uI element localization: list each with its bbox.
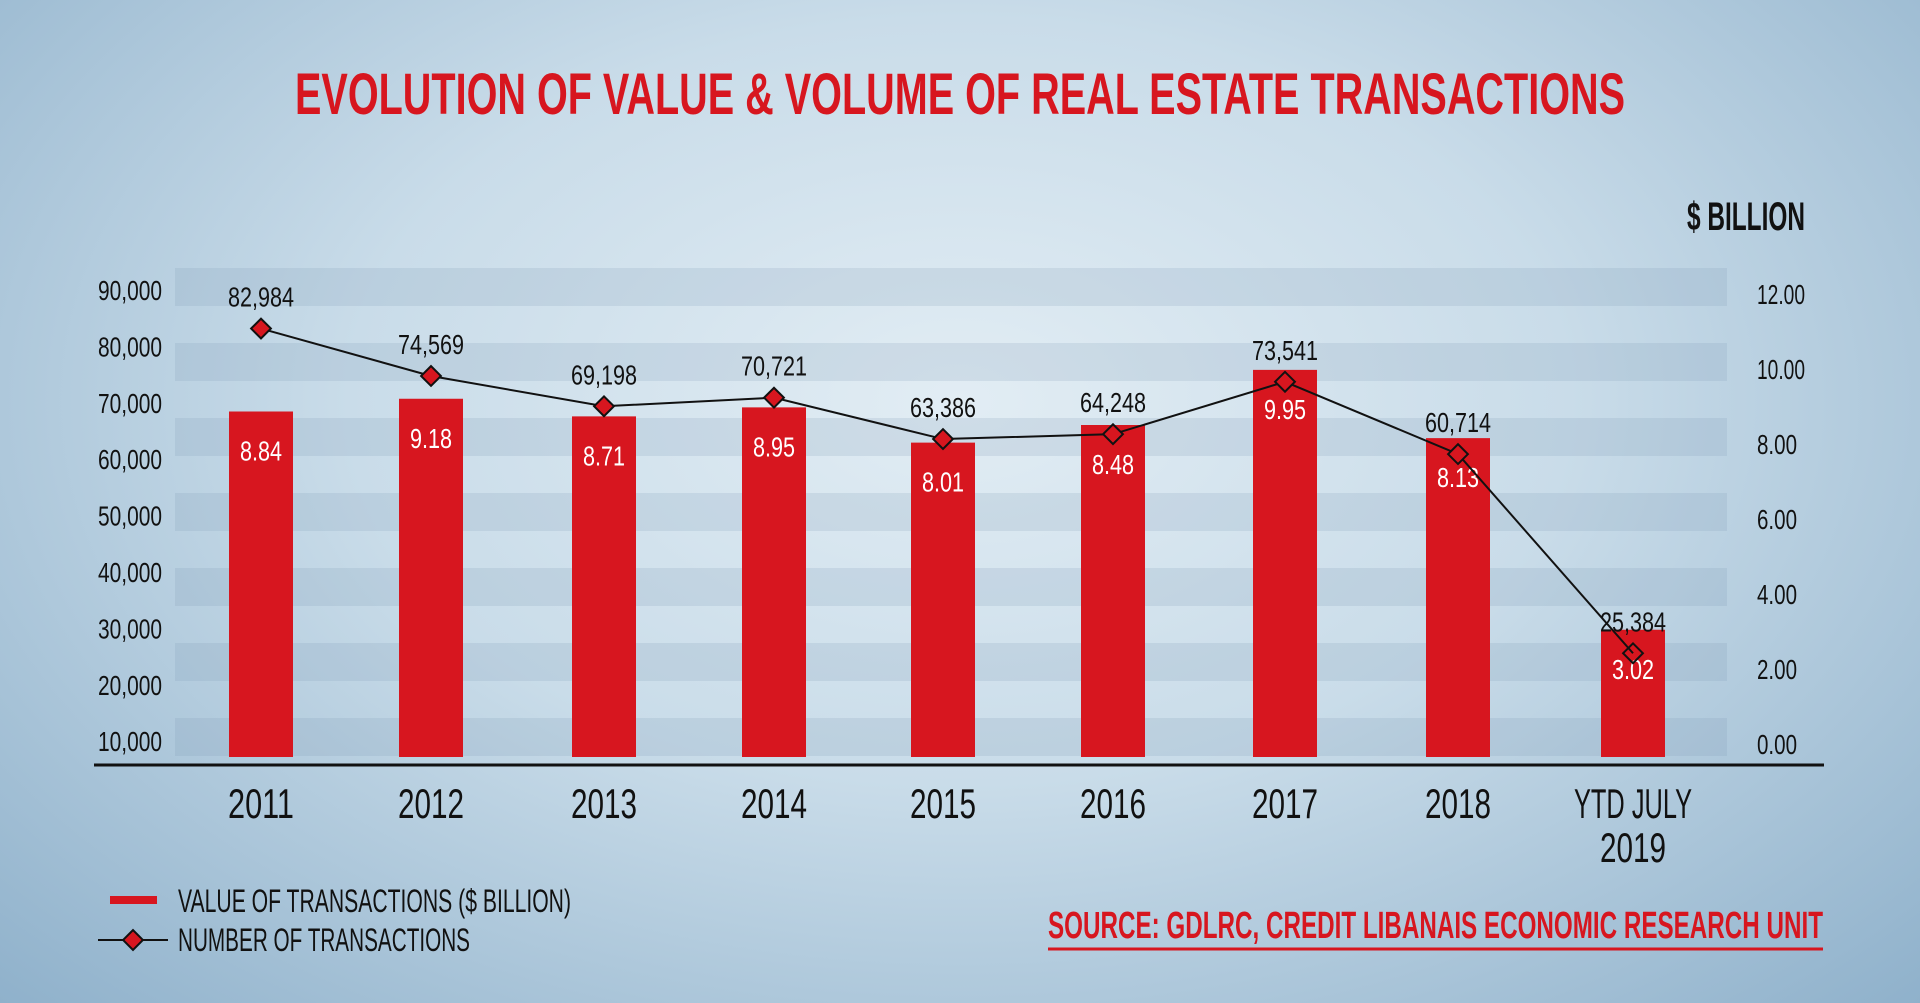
left-tick-label: 20,000 [98,670,162,701]
bar [1601,629,1665,757]
legend-bar-label: VALUE OF TRANSACTIONS ($ BILLION) [178,883,571,919]
line-point-diamond [931,427,955,451]
line-value-label: 64,248 [1080,387,1146,418]
grid-band [175,268,1727,306]
x-tick-label: 2019 [1600,824,1666,871]
right-tick-label: 4.00 [1757,579,1797,610]
left-axis: 90,000 80,000 70,000 60,000 50,000 40,000 30,0… [98,275,162,757]
x-tick-label: 2014 [741,780,807,827]
line-point-diamond [1101,422,1125,446]
left-tick-label: 90,000 [98,275,162,306]
line-point-diamond [419,364,443,388]
bar [911,442,975,757]
x-tick-label: YTD JULY [1574,780,1692,827]
x-tick-label: 2017 [1252,780,1318,827]
x-tick-label: 2016 [1080,780,1146,827]
bar-value-label: 8.95 [753,431,795,462]
right-tick-label: 10.00 [1757,354,1805,385]
right-tick-label: 2.00 [1757,654,1797,685]
bar-value-label: 8.84 [240,436,282,467]
line-point-diamond [1446,442,1470,466]
bar [1253,369,1317,757]
line-value-label: 69,198 [571,359,637,390]
line-point-diamond [249,317,273,340]
bar-value-label: 9.95 [1264,394,1306,425]
x-tick-label: 2011 [228,780,294,827]
line-value-label: 82,984 [228,282,294,313]
bar-value-label: 8.71 [583,440,625,471]
chart-title: EVOLUTION OF VALUE & VOLUME OF REAL ESTA… [295,62,1625,127]
x-tick-label: 2018 [1425,780,1491,827]
left-tick-label: 50,000 [98,501,162,532]
bar-value-label: 8.48 [1092,449,1134,480]
right-tick-label: 12.00 [1757,279,1805,310]
line-point-diamond [592,394,616,418]
left-tick-label: 60,000 [98,444,162,475]
bar [229,411,293,757]
right-tick-label: 6.00 [1757,504,1797,535]
left-tick-label: 10,000 [98,726,162,757]
legend-diamond-icon [121,928,145,952]
right-axis-label: $ BILLION [1687,195,1805,239]
left-tick-label: 30,000 [98,613,162,644]
right-axis: 12.00 10.00 8.00 6.00 4.00 2.00 0.00 [1757,279,1805,760]
legend-bar-swatch [110,896,157,904]
line-value-label: 70,721 [741,351,807,382]
bar [742,407,806,757]
left-tick-label: 40,000 [98,557,162,588]
right-tick-label: 8.00 [1757,429,1797,460]
bar-value-label: 8.01 [922,467,964,498]
x-axis: 2011 2012 2013 2014 2015 2016 2017 2018 YTD JULY… [228,780,1692,871]
bar-value-label: 3.02 [1612,654,1654,685]
left-tick-label: 80,000 [98,331,162,362]
bar [572,416,636,757]
bar [399,398,463,757]
line-point-diamond [1273,370,1297,394]
line-value-label: 60,714 [1425,407,1491,438]
bar-value-label: 8.13 [1437,462,1479,493]
x-tick-label: 2012 [398,780,464,827]
x-tick-label: 2015 [910,780,976,827]
line-point-diamond [1621,641,1645,665]
line-point-diamond [762,386,786,409]
line-value-label: 73,541 [1252,335,1318,366]
legend-line-label: NUMBER OF TRANSACTIONS [178,922,470,958]
bar [1081,425,1145,757]
bar-value-label: 9.18 [410,423,452,454]
x-tick-label: 2013 [571,780,637,827]
bars: 8.84 9.18 8.71 8.95 8.01 8.48 9.95 8.13 3.02 [229,369,1665,757]
legend: VALUE OF TRANSACTIONS ($ BILLION) NUMBER… [98,883,571,958]
source-note: SOURCE: GDLRC, CREDIT LIBANAIS ECONOMIC … [1048,905,1823,947]
right-tick-label: 0.00 [1757,729,1797,760]
line-value-label: 74,569 [398,329,464,360]
line-series: 82,984 74,569 69,198 70,721 63,386 64,248 73,5… [228,282,1666,665]
bar [1426,438,1490,757]
left-tick-label: 70,000 [98,388,162,419]
line-value-label: 63,386 [910,392,976,423]
line-value-label: 25,384 [1600,606,1666,637]
